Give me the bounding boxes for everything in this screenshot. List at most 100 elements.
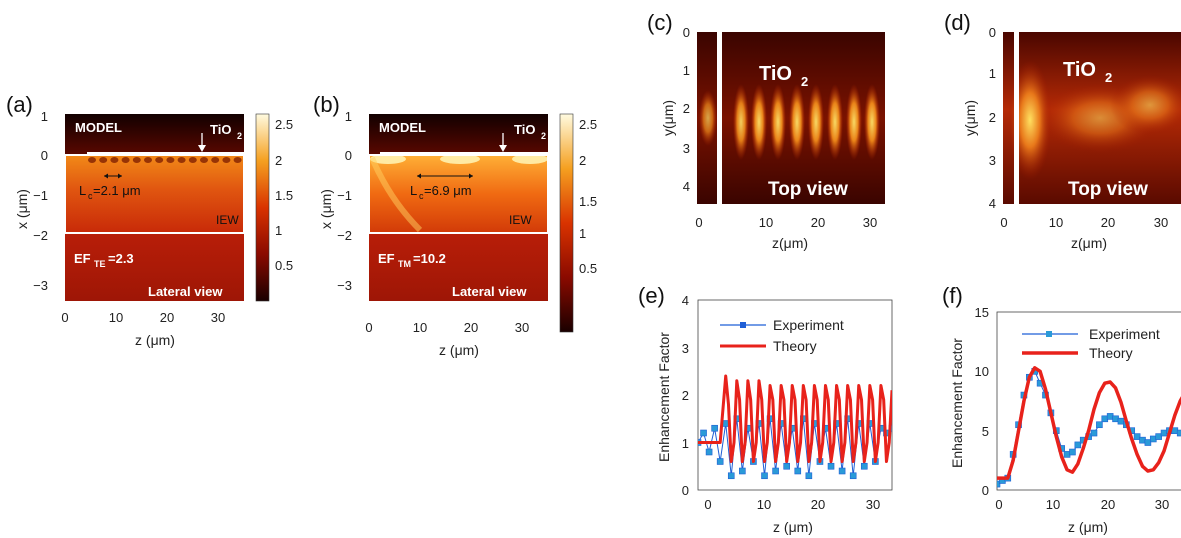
svg-text:L: L [79,183,86,198]
x-axis-b: 0 10 20 30 [365,320,529,335]
experiment-point [711,424,718,432]
svg-text:5: 5 [982,424,989,439]
experiment-point [838,467,846,475]
experiment-point [716,458,724,465]
svg-text:TE: TE [94,259,106,269]
svg-text:1.5: 1.5 [275,188,293,203]
x-axis-c: 0 10 20 30 [695,215,877,230]
x-axis-title-a: z (μm) [135,332,175,348]
legend-e: Experiment Theory [720,317,844,354]
svg-text:2: 2 [989,110,996,125]
experiment-point [739,467,746,475]
experiment-point [705,448,713,456]
svg-text:3: 3 [682,341,689,356]
view-label-d: Top view [1068,179,1148,200]
svg-text:0: 0 [683,25,690,40]
panel-e: (e) 4 3 2 1 0 Enhancement Factor 0 10 20… [638,283,893,535]
panel-label-e: (e) [638,283,665,308]
svg-text:30: 30 [866,497,880,512]
svg-text:20: 20 [160,310,174,325]
legend-f: Experiment Theory [1022,326,1160,361]
svg-text:0: 0 [41,148,48,163]
y-axis-a: 1 0 −1 −2 −3 [33,109,48,293]
material-label-d: TiO 2 [1063,59,1112,85]
svg-text:2: 2 [237,131,242,141]
y-axis-title-e: Enhancement Factor [656,332,672,462]
heatmap-d [1003,32,1181,204]
svg-text:c: c [419,191,424,201]
plot-area-e [698,374,892,480]
svg-text:−2: −2 [337,228,352,243]
x-axis-title-b: z (μm) [439,342,479,358]
svg-text:10: 10 [975,364,989,379]
svg-text:0: 0 [704,497,711,512]
svg-text:0: 0 [345,148,352,163]
svg-text:30: 30 [1154,215,1168,230]
svg-text:Theory: Theory [1089,345,1133,361]
svg-text:TiO: TiO [210,122,231,137]
svg-text:EF: EF [74,251,91,266]
panel-label-a: (a) [6,92,33,117]
svg-text:1: 1 [275,223,282,238]
experiment-point [1176,429,1181,437]
x-axis-title-c: z(μm) [772,235,808,251]
svg-text:10: 10 [1049,215,1063,230]
material-label-b: TiO 2 [514,122,546,141]
experiment-point [1090,429,1098,437]
experiment-series-line [698,418,892,476]
y-axis-f: 15 10 5 0 [975,305,989,498]
svg-text:10: 10 [413,320,427,335]
svg-text:Experiment: Experiment [773,317,844,333]
theory-series-line [698,374,892,463]
panel-f: (f) 15 10 5 0 Enhancement Factor 0 10 20… [942,283,1181,535]
experiment-point [727,472,735,480]
y-axis-title-f: Enhancement Factor [949,338,965,468]
svg-text:2: 2 [579,153,586,168]
iew-label-b: IEW [509,213,532,227]
experiment-point [805,472,813,480]
svg-text:1: 1 [345,109,352,124]
lc-annotation-b: L c =6.9 μm [410,173,473,201]
svg-text:2: 2 [541,131,546,141]
svg-text:30: 30 [1155,497,1169,512]
view-label-c: Top view [768,179,848,200]
experiment-point [1133,433,1141,440]
y-axis-c: 0 1 2 3 4 [683,25,690,194]
svg-text:2: 2 [683,101,690,116]
x-axis-a: 0 10 20 30 [61,310,225,325]
svg-text:20: 20 [811,215,825,230]
svg-text:10: 10 [1046,497,1060,512]
svg-text:1: 1 [41,109,48,124]
colorbar-b: 2.5 2 1.5 1 0.5 [559,113,597,333]
svg-text:2: 2 [275,153,282,168]
heatmap-a [64,114,245,301]
legend-item-experiment-f: Experiment [1022,326,1160,342]
panel-label-d: (d) [944,10,971,35]
experiment-point [1155,433,1162,440]
svg-text:=6.9 μm: =6.9 μm [424,183,472,198]
svg-text:=2.1 μm: =2.1 μm [93,183,141,198]
experiment-point [849,472,857,480]
svg-text:=2.3: =2.3 [108,251,134,266]
experiment-point [1117,417,1125,425]
svg-text:20: 20 [464,320,478,335]
view-label-b: Lateral view [452,284,527,299]
heatmap-b [368,114,549,301]
view-label-a: Lateral view [148,284,223,299]
svg-text:TiO: TiO [514,122,535,137]
svg-text:−3: −3 [33,278,48,293]
arrow-icon-b [499,133,507,152]
model-label-b: MODEL [379,120,426,135]
svg-text:2.5: 2.5 [275,117,293,132]
experiment-point [1069,448,1076,456]
svg-text:TM: TM [398,259,411,269]
experiment-point [1096,421,1103,429]
svg-text:1: 1 [682,436,689,451]
svg-text:−2: −2 [33,228,48,243]
svg-text:0: 0 [61,310,68,325]
svg-text:c: c [88,191,93,201]
svg-text:0: 0 [989,25,996,40]
svg-text:1.5: 1.5 [579,194,597,209]
svg-text:0.5: 0.5 [579,261,597,276]
